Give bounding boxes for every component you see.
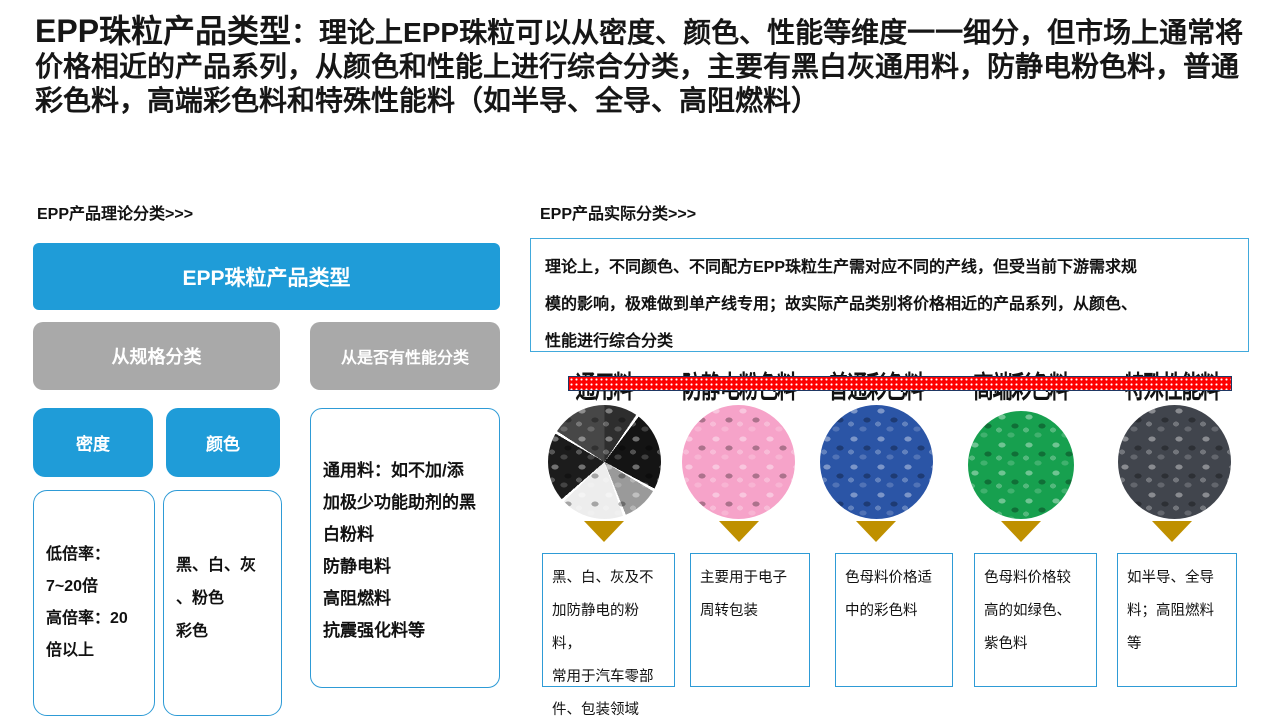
page-title: EPP珠粒产品类型：理论上EPP珠粒可以从密度、颜色、性能等维度一一细分，但市场…: [35, 14, 1253, 118]
category-desc-antistatic-pink: 主要用于电子 周转包装: [690, 553, 810, 687]
branch-node-by-performance: 从是否有性能分类: [310, 322, 500, 390]
left-section-heading: EPP产品理论分类>>>: [37, 206, 194, 223]
beads-image-green: [968, 411, 1074, 519]
down-arrow-icon: [719, 521, 759, 542]
right-section-heading: EPP产品实际分类>>>: [540, 206, 697, 223]
page-title-rest: ：理论上EPP珠粒可以从密度、颜色、性能等维度一一细分，但市场上通常将价格相近的…: [35, 17, 1244, 116]
down-arrow-icon: [1001, 521, 1041, 542]
category-desc-highend-color: 色母料价格较 高的如绿色、 紫色料: [974, 553, 1097, 687]
leaf-node-color: 颜色: [166, 408, 280, 477]
root-node-epp-product-types: EPP珠粒产品类型: [33, 243, 500, 310]
color-detail-box: 黑、白、灰 、粉色 彩色: [163, 490, 282, 716]
category-desc-ordinary-color: 色母料价格适 中的彩色料: [835, 553, 953, 687]
branch-node-by-spec: 从规格分类: [33, 322, 280, 390]
actual-classification-intro-box: 理论上，不同颜色、不同配方EPP珠粒生产需对应不同的产线，但受当前下游需求规 模…: [530, 238, 1249, 352]
category-desc-special: 如半导、全导 料；高阻燃料 等: [1117, 553, 1237, 687]
down-arrow-icon: [856, 521, 896, 542]
beads-image-blue: [820, 405, 933, 519]
down-arrow-icon: [1152, 521, 1192, 542]
performance-detail-box: 通用料：如不加/添 加极少功能助剂的黑 白粉料 防静电料 高阻燃料 抗震强化料等: [310, 408, 500, 688]
leaf-node-density: 密度: [33, 408, 153, 477]
density-detail-box: 低倍率： 7~20倍 高倍率：20 倍以上: [33, 490, 155, 716]
red-strike-bar: [568, 376, 1232, 391]
beads-image-black-white-gray: [548, 405, 661, 519]
beads-image-dark-gray: [1118, 405, 1231, 519]
beads-image-pink: [682, 405, 795, 519]
down-arrow-icon: [584, 521, 624, 542]
page-title-lead: EPP珠粒产品类型: [35, 13, 292, 49]
category-desc-general: 黑、白、灰及不 加防静电的粉料， 常用于汽车零部 件、包装领域: [542, 553, 675, 718]
